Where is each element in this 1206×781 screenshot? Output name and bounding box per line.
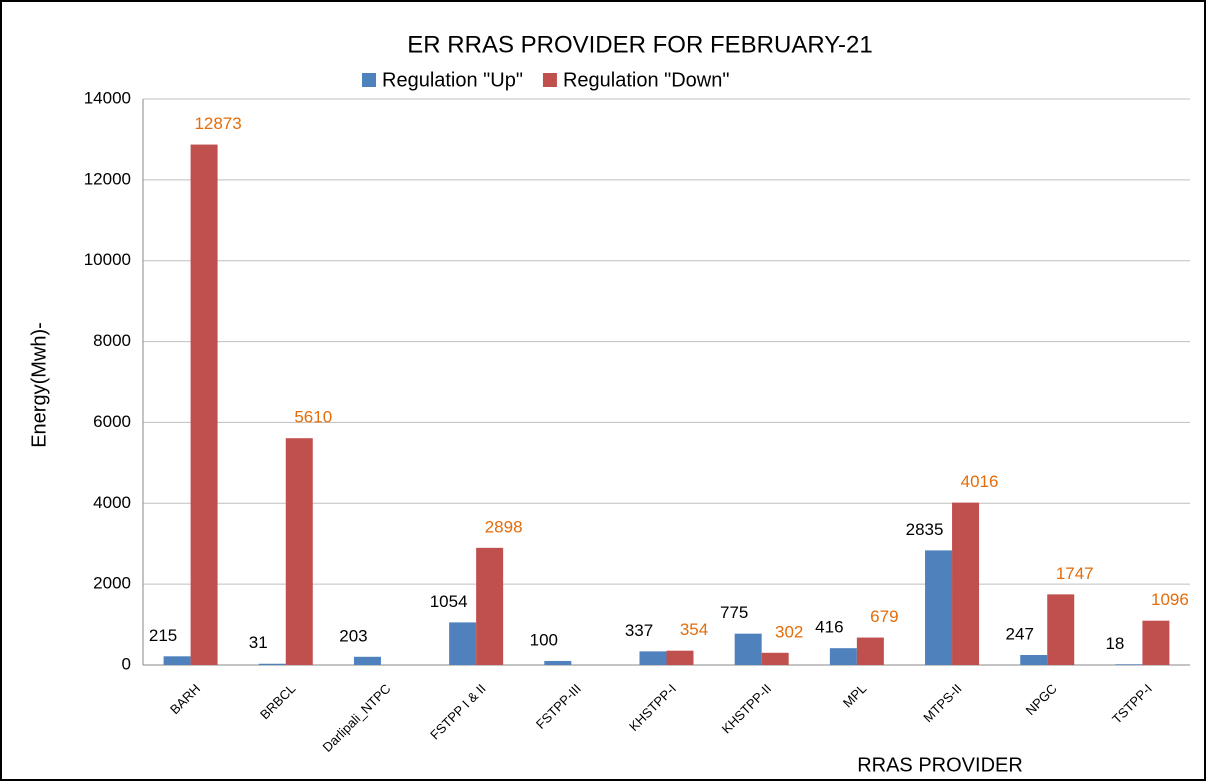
value-label: 2835 [906, 520, 944, 539]
bar [666, 650, 694, 665]
y-tick-label: 14000 [84, 88, 131, 107]
bar [258, 663, 286, 665]
bar [639, 651, 667, 665]
value-label: 203 [339, 626, 367, 645]
bar [353, 656, 381, 665]
value-label: 354 [680, 620, 708, 639]
value-label: 1747 [1056, 564, 1094, 583]
bar [190, 144, 218, 666]
value-label: 775 [720, 603, 748, 622]
bar [285, 438, 313, 665]
bar [952, 502, 980, 665]
value-label: 31 [249, 633, 268, 652]
bar [829, 648, 857, 665]
legend-swatch [542, 73, 557, 87]
value-label: 247 [1006, 624, 1034, 643]
value-label: 302 [775, 622, 803, 641]
y-axis-label: Energy(Mwh)- [28, 322, 50, 448]
bar [761, 652, 789, 665]
y-tick-label: 0 [122, 654, 131, 673]
y-tick-label: 6000 [93, 412, 131, 431]
bar [449, 622, 477, 665]
value-label: 1096 [1151, 590, 1189, 609]
value-label: 416 [815, 618, 843, 637]
bar [856, 637, 884, 665]
y-tick-label: 12000 [84, 169, 131, 188]
value-label: 100 [530, 630, 558, 649]
value-label: 215 [149, 626, 177, 645]
bar [1115, 664, 1143, 665]
legend-label: Regulation "Down" [563, 69, 730, 91]
value-label: 337 [625, 621, 653, 640]
bar [1020, 655, 1048, 665]
value-label: 2898 [485, 517, 523, 536]
bar [476, 547, 504, 665]
y-tick-label: 2000 [93, 574, 131, 593]
bar [544, 660, 572, 665]
x-axis-label: RRAS PROVIDER [857, 754, 1023, 776]
y-tick-label: 8000 [93, 331, 131, 350]
bar [925, 550, 953, 665]
legend-label: Regulation "Up" [382, 69, 523, 91]
value-label: 4016 [961, 472, 999, 491]
bar [1142, 620, 1170, 665]
bar [1047, 594, 1075, 665]
legend-swatch [362, 73, 376, 87]
value-label: 1054 [430, 592, 468, 611]
bar [163, 656, 191, 665]
value-label: 12873 [194, 114, 241, 133]
value-label: 18 [1105, 634, 1124, 653]
y-tick-label: 4000 [93, 493, 131, 512]
value-label: 679 [870, 607, 898, 626]
chart-title: ER RRAS PROVIDER FOR FEBRUARY-21 [407, 31, 872, 58]
y-tick-label: 10000 [84, 250, 131, 269]
bar [734, 633, 762, 665]
value-label: 5610 [294, 408, 332, 427]
